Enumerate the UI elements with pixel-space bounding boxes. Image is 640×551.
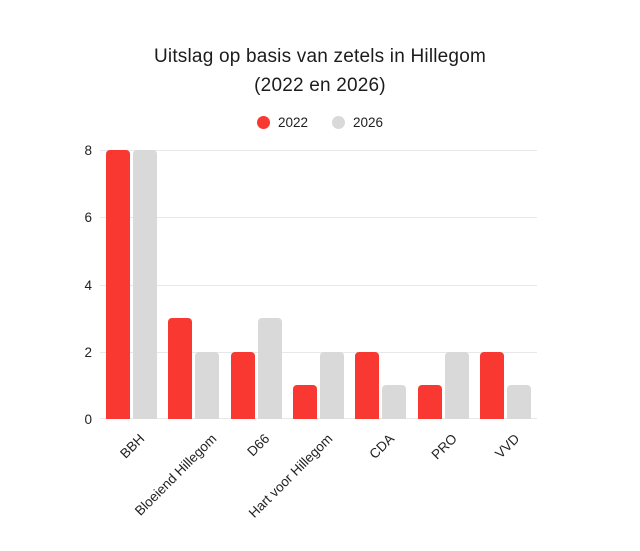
bar-group-bbh (100, 150, 162, 419)
y-axis-tick-label-6: 6 (84, 210, 92, 226)
bar-group-pro (412, 150, 474, 419)
bar-group-bloeiend-hillegom (162, 150, 224, 419)
chart-title-line-1: Uitslag op basis van zetels in Hillegom (153, 46, 486, 67)
bar-group-vvd (475, 150, 537, 419)
bar-2022-cda (355, 351, 380, 419)
bar-2022-bloeiend-hillegom (168, 318, 193, 419)
y-axis-tick-label-0: 0 (84, 412, 92, 427)
legend-item-2022[interactable]: 2022 (256, 115, 308, 130)
gridline-y6 (100, 217, 537, 219)
bar-2026-d66 (257, 318, 282, 419)
bar-2022-pro (417, 385, 442, 419)
bar-2022-hart-voor-hillegom (292, 385, 317, 419)
legend-dot-2022-icon (256, 116, 270, 129)
legend-label-2022: 2022 (277, 115, 308, 130)
y-axis-tick-label-8: 8 (84, 143, 92, 158)
bar-2026-vvd (507, 385, 532, 419)
chart-title-line-2: (2022 en 2026) (254, 75, 386, 96)
bar-2022-vvd (480, 351, 505, 419)
legend-dot-2026-icon (332, 116, 345, 129)
bar-group-cda (350, 150, 412, 419)
gridline-y0 (100, 418, 537, 419)
gridline-y2 (100, 351, 537, 353)
legend: 2022 2026 (0, 115, 640, 130)
chart-title: Uitslag op basis van zetels in Hillegom … (0, 42, 640, 100)
x-axis-label-anchor: VVD (100, 430, 522, 461)
y-axis-tick-label-4: 4 (84, 277, 92, 293)
bar-2026-bloeiend-hillegom (195, 351, 220, 419)
bar-2026-hart-voor-hillegom (319, 351, 344, 419)
legend-label-2026: 2026 (353, 115, 384, 130)
plot-area: 0 2 4 6 8 BBH Bloeiend Hillegom D66 Hart voor Hi… (84, 143, 537, 521)
x-axis-label-vvd: VVD (492, 431, 523, 462)
bar-group-d66 (225, 150, 287, 419)
gridline-y4 (100, 284, 537, 286)
gridline-y8 (100, 150, 537, 151)
bar-2026-pro (444, 351, 469, 419)
y-axis-tick-label-2: 2 (84, 344, 92, 360)
bar-2022-bbh (105, 150, 130, 419)
bar-2026-bbh (132, 150, 157, 419)
legend-item-2026[interactable]: 2026 (332, 115, 383, 130)
bar-group-hart-voor-hillegom (287, 150, 349, 419)
bar-2022-d66 (230, 351, 255, 419)
bar-2026-cda (382, 385, 407, 419)
